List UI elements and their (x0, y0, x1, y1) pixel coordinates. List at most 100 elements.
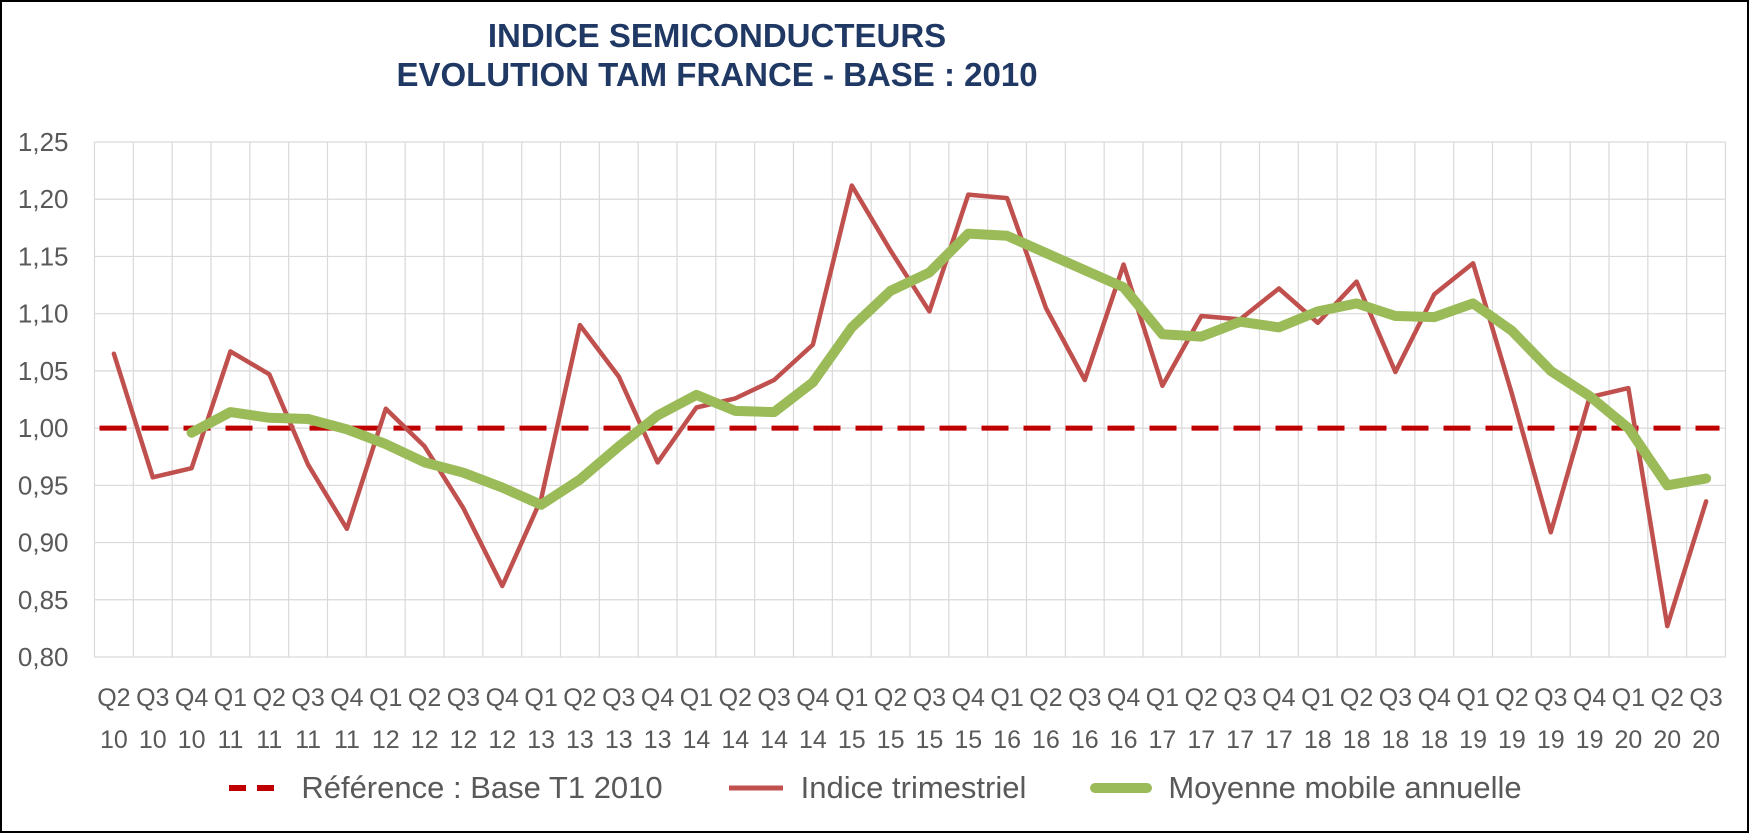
x-tick-year: 13 (566, 726, 594, 754)
x-tick-year: 18 (1382, 726, 1410, 754)
x-tick-quarter: Q4 (486, 684, 519, 712)
x-tick-year: 17 (1265, 726, 1293, 754)
x-axis-labels: Q2 10 Q3 10 Q4 10 Q1 11 Q2 11 Q3 11 Q4 11 Q1 12 Q2 12 Q3 12… (97, 684, 1723, 754)
x-tick-quarter: Q2 (1340, 684, 1373, 712)
legend-label-quarterly-index: Indice trimestriel (800, 770, 1027, 805)
legend-item-reference: Référence : Base T1 2010 (227, 770, 663, 806)
x-tick-quarter: Q2 (97, 684, 130, 712)
x-tick-quarter: Q4 (796, 684, 829, 712)
x-tick-quarter: Q3 (447, 684, 480, 712)
y-tick-label: 0,95 (18, 470, 69, 500)
x-tick-quarter: Q2 (719, 684, 752, 712)
y-tick-label: 0,85 (18, 585, 69, 615)
y-tick-label: 0,80 (18, 642, 69, 672)
x-tick-quarter: Q2 (1495, 684, 1528, 712)
legend: Référence : Base T1 2010 Indice trimestr… (2, 770, 1747, 806)
x-tick-year: 15 (877, 726, 905, 754)
x-tick-year: 20 (1615, 726, 1643, 754)
x-tick-quarter: Q4 (641, 684, 674, 712)
x-tick-quarter: Q1 (369, 684, 402, 712)
x-tick-year: 14 (760, 726, 788, 754)
x-tick-quarter: Q1 (1146, 684, 1179, 712)
x-tick-quarter: Q2 (563, 684, 596, 712)
x-tick-quarter: Q1 (990, 684, 1023, 712)
x-tick-quarter: Q1 (524, 684, 557, 712)
x-tick-quarter: Q2 (1029, 684, 1062, 712)
x-tick-quarter: Q3 (1068, 684, 1101, 712)
x-tick-quarter: Q1 (1456, 684, 1489, 712)
x-tick-quarter: Q1 (1301, 684, 1334, 712)
y-tick-label: 1,20 (18, 184, 69, 214)
x-tick-quarter: Q1 (214, 684, 247, 712)
chart-canvas: 0,80 0,85 0,90 0,95 1,00 1,05 1,10 1,15 1,20 1,25… (18, 127, 1727, 754)
x-tick-year: 11 (256, 726, 282, 754)
x-tick-year: 12 (411, 726, 439, 754)
x-tick-year: 10 (139, 726, 167, 754)
x-tick-year: 18 (1304, 726, 1332, 754)
y-tick-label: 1,25 (18, 127, 69, 157)
legend-item-quarterly-index: Indice trimestriel (727, 770, 1027, 806)
x-tick-quarter: Q4 (1262, 684, 1295, 712)
x-tick-quarter: Q3 (291, 684, 324, 712)
y-tick-label: 0,90 (18, 528, 69, 558)
x-tick-year: 17 (1226, 726, 1254, 754)
x-tick-quarter: Q3 (913, 684, 946, 712)
chart-title: INDICE SEMICONDUCTEURS EVOLUTION TAM FRA… (2, 16, 1432, 94)
x-tick-year: 15 (916, 726, 944, 754)
x-tick-quarter: Q4 (175, 684, 208, 712)
x-tick-year: 16 (1110, 726, 1138, 754)
x-tick-year: 12 (488, 726, 516, 754)
legend-item-moving-average: Moyenne mobile annuelle (1090, 770, 1522, 806)
y-tick-label: 1,05 (18, 356, 69, 386)
legend-label-moving-average: Moyenne mobile annuelle (1168, 770, 1522, 805)
x-tick-year: 19 (1498, 726, 1526, 754)
x-tick-quarter: Q3 (1689, 684, 1722, 712)
x-tick-quarter: Q4 (1573, 684, 1606, 712)
x-tick-year: 16 (993, 726, 1021, 754)
x-tick-year: 17 (1149, 726, 1177, 754)
x-tick-quarter: Q1 (1612, 684, 1645, 712)
x-tick-year: 14 (799, 726, 827, 754)
x-tick-quarter: Q4 (1418, 684, 1451, 712)
x-tick-year: 10 (100, 726, 128, 754)
moving-average-line (186, 228, 1712, 510)
x-tick-year: 11 (217, 726, 243, 754)
x-tick-quarter: Q4 (952, 684, 985, 712)
x-tick-year: 14 (721, 726, 749, 754)
reference-line-swatch-icon (229, 785, 284, 791)
x-tick-year: 20 (1653, 726, 1681, 754)
x-tick-year: 18 (1343, 726, 1371, 754)
x-tick-year: 17 (1187, 726, 1215, 754)
x-tick-quarter: Q1 (835, 684, 868, 712)
x-tick-quarter: Q3 (136, 684, 169, 712)
x-tick-year: 16 (1071, 726, 1099, 754)
x-tick-quarter: Q3 (1534, 684, 1567, 712)
x-tick-year: 11 (295, 726, 321, 754)
x-tick-quarter: Q4 (1107, 684, 1140, 712)
x-tick-year: 13 (605, 726, 633, 754)
x-tick-quarter: Q2 (1651, 684, 1684, 712)
x-tick-quarter: Q3 (602, 684, 635, 712)
y-tick-label: 1,10 (18, 299, 69, 329)
x-tick-year: 19 (1537, 726, 1565, 754)
x-tick-quarter: Q3 (1379, 684, 1412, 712)
x-tick-year: 19 (1576, 726, 1604, 754)
x-tick-year: 11 (334, 726, 360, 754)
y-axis-labels: 0,80 0,85 0,90 0,95 1,00 1,05 1,10 1,15 1,20 1,25 (18, 127, 69, 672)
x-tick-year: 16 (1032, 726, 1060, 754)
legend-label-reference: Référence : Base T1 2010 (301, 770, 663, 805)
x-tick-quarter: Q2 (874, 684, 907, 712)
x-tick-year: 19 (1459, 726, 1487, 754)
x-tick-year: 13 (644, 726, 672, 754)
x-tick-quarter: Q3 (757, 684, 790, 712)
moving-average-swatch-icon (1090, 783, 1153, 793)
x-tick-quarter: Q4 (330, 684, 363, 712)
x-tick-quarter: Q3 (1223, 684, 1256, 712)
x-tick-year: 12 (450, 726, 478, 754)
x-tick-year: 15 (954, 726, 982, 754)
x-tick-year: 14 (683, 726, 711, 754)
x-tick-quarter: Q2 (1185, 684, 1218, 712)
x-tick-year: 10 (178, 726, 206, 754)
x-tick-quarter: Q2 (408, 684, 441, 712)
